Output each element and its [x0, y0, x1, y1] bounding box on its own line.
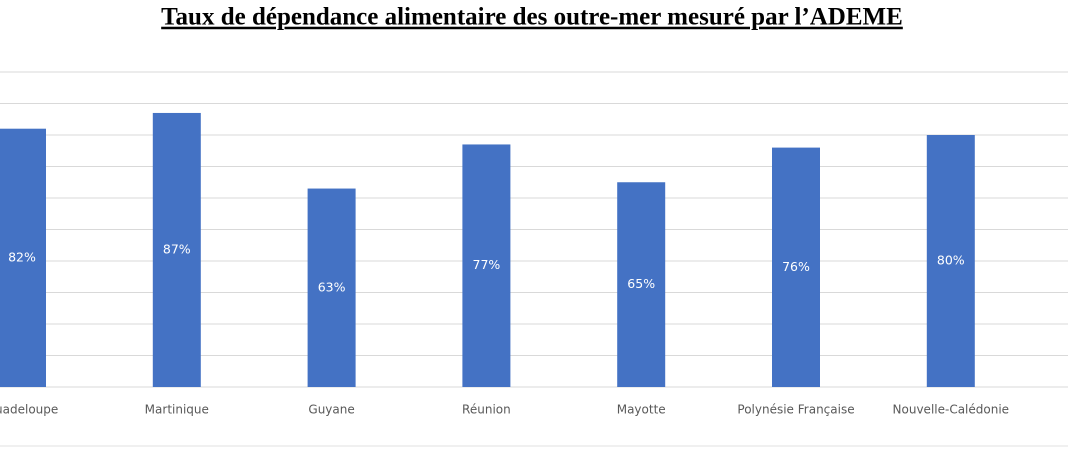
x-tick-label: Martinique: [145, 403, 209, 417]
x-tick-label: Mayotte: [617, 403, 666, 417]
bar: [0, 128, 46, 387]
bar: [772, 147, 820, 387]
bar: [152, 112, 201, 387]
x-tick-label: Guyane: [308, 403, 354, 417]
data-label: 82%: [8, 249, 36, 264]
data-label: 65%: [627, 276, 655, 291]
data-label: 77%: [473, 257, 501, 272]
bar: [926, 135, 975, 387]
chart-title: Taux de dépendance alimentaire des outre…: [161, 4, 903, 31]
bar: [307, 188, 356, 387]
data-label: 76%: [782, 259, 810, 274]
data-label: 63%: [318, 279, 346, 294]
data-label: 80%: [937, 253, 965, 268]
bar: [617, 182, 666, 387]
x-tick-label: Réunion: [462, 403, 511, 417]
bar: [462, 144, 511, 387]
data-label: 87%: [163, 241, 191, 256]
x-tick-label: Guadeloupe: [0, 403, 58, 417]
x-tick-label: Polynésie Française: [737, 403, 854, 417]
x-tick-label: Nouvelle-Calédonie: [893, 403, 1010, 417]
